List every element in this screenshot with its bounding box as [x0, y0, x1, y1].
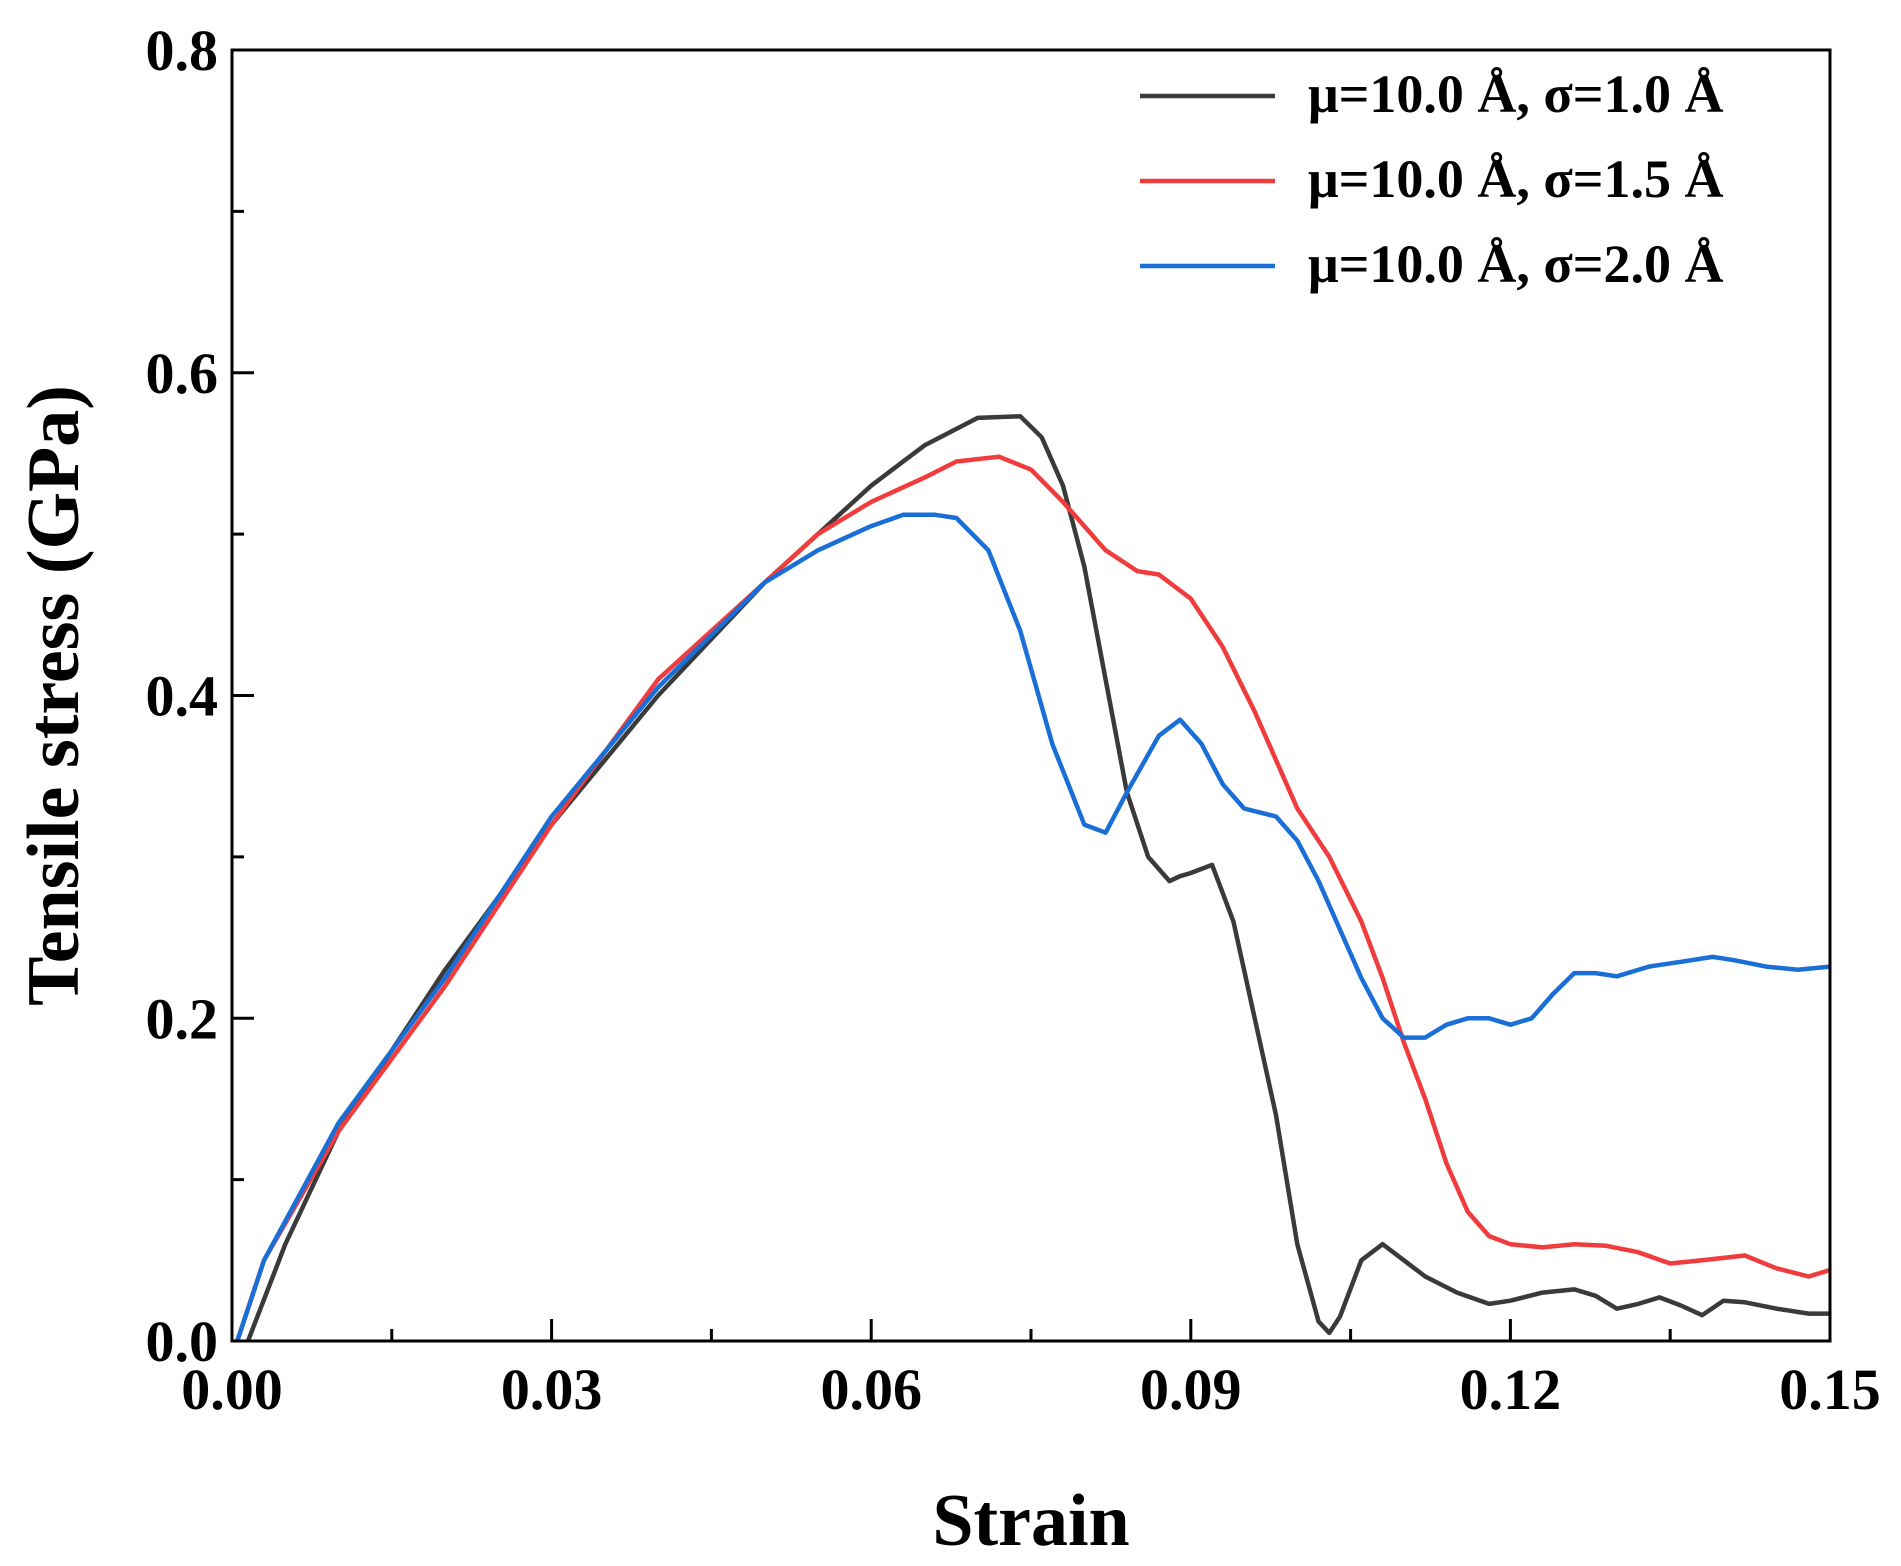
legend-label: μ=10.0 Å, σ=1.0 Å: [1308, 64, 1724, 124]
y-tick-label: 0.8: [146, 18, 219, 83]
series-line-1: [245, 414, 1830, 1341]
legend-label: μ=10.0 Å, σ=1.5 Å: [1308, 149, 1724, 209]
y-tick-label: 0.4: [146, 664, 219, 729]
x-tick-label: 0.03: [501, 1357, 603, 1422]
y-tick-label: 0.2: [146, 986, 219, 1051]
legend-item: μ=10.0 Å, σ=1.0 Å: [1140, 64, 1724, 124]
y-tick-label: 0.6: [146, 341, 219, 406]
x-tick-label: 0.00: [181, 1357, 283, 1422]
legend-item: μ=10.0 Å, σ=2.0 Å: [1140, 234, 1724, 294]
legend-item: μ=10.0 Å, σ=1.5 Å: [1140, 149, 1724, 209]
x-tick-label: 0.15: [1779, 1357, 1881, 1422]
y-tick-label: 0.0: [146, 1309, 219, 1374]
x-tick-label: 0.06: [820, 1357, 922, 1422]
series-line-2: [235, 454, 1830, 1341]
x-tick-label: 0.09: [1140, 1357, 1242, 1422]
y-axis-title: Tensile stress (GPa): [13, 385, 95, 1006]
legend: μ=10.0 Å, σ=1.0 Å μ=10.0 Å, σ=1.5 Å μ=10.0…: [1140, 64, 1724, 294]
legend-label: μ=10.0 Å, σ=2.0 Å: [1308, 234, 1724, 294]
x-axis-title: Strain: [932, 1480, 1129, 1562]
series-line-3: [235, 512, 1830, 1341]
axes: 0.00 0.03 0.06 0.09 0.12 0.15 0.0 0.2 0.4 0.6 0.8: [146, 18, 1881, 1422]
x-tick-label: 0.12: [1460, 1357, 1562, 1422]
series-layer: [235, 414, 1830, 1341]
